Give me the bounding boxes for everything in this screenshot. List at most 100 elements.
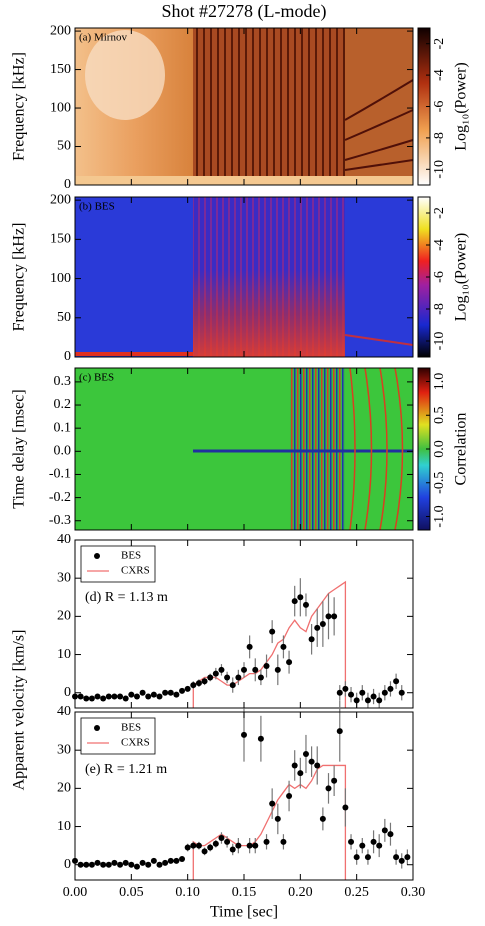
bes-point bbox=[252, 842, 259, 849]
bes-point bbox=[393, 854, 400, 861]
bes-point bbox=[156, 861, 163, 868]
y-tick-label: -0.3 bbox=[49, 513, 71, 528]
y-tick-label: 30 bbox=[57, 742, 71, 757]
bes-point bbox=[122, 695, 129, 702]
bes-point bbox=[342, 804, 349, 811]
bes-point bbox=[302, 601, 309, 608]
bes-point bbox=[336, 689, 343, 696]
bes-point bbox=[359, 842, 366, 849]
bes-point bbox=[348, 838, 355, 845]
bes-point bbox=[302, 751, 309, 757]
bes-point bbox=[128, 691, 135, 698]
y-tick-label: 0 bbox=[64, 349, 71, 364]
bes-point bbox=[235, 842, 242, 849]
bes-point bbox=[128, 861, 135, 868]
legend-box bbox=[80, 717, 156, 755]
colorbar-label: Correlation bbox=[453, 413, 470, 486]
colorbar-tick-label: -2 bbox=[432, 38, 447, 50]
colorbar-tick-label: -1.0 bbox=[432, 505, 447, 527]
bes-point bbox=[314, 762, 321, 769]
legend-label: CXRS bbox=[121, 737, 150, 749]
bes-point bbox=[286, 793, 293, 799]
y-tick-label: 0.2 bbox=[54, 397, 72, 412]
bes-point bbox=[156, 693, 163, 700]
bes-point bbox=[218, 835, 225, 841]
bes-point bbox=[218, 666, 225, 673]
bes-point bbox=[133, 693, 140, 700]
x-tick-label: 0.25 bbox=[344, 885, 369, 900]
bes-point bbox=[179, 856, 186, 862]
bes-point bbox=[370, 693, 377, 700]
cxrs-line bbox=[192, 764, 347, 880]
bes-point bbox=[145, 861, 152, 868]
bes-point bbox=[381, 689, 388, 696]
bes-point bbox=[184, 844, 191, 851]
colorbar-tick-label: -4 bbox=[432, 239, 447, 251]
cxrs-line bbox=[192, 580, 347, 708]
y-tick-label: 20 bbox=[57, 781, 71, 796]
y-tick-label: -0.1 bbox=[49, 467, 71, 482]
x-tick-label: 0.10 bbox=[175, 885, 200, 900]
bes-point bbox=[308, 758, 315, 765]
bes-point bbox=[100, 861, 107, 868]
y-tick-label: 0.0 bbox=[54, 444, 72, 459]
bes-point bbox=[364, 697, 371, 704]
colorbar-tick-label: -6 bbox=[432, 271, 447, 283]
colorbar-tick-label: -8 bbox=[432, 303, 447, 315]
bes-point bbox=[195, 680, 202, 687]
bes-point bbox=[291, 598, 298, 605]
x-tick-label: 0.05 bbox=[119, 885, 144, 900]
y-tick-label: 40 bbox=[57, 704, 71, 719]
y-tick-label: 150 bbox=[50, 232, 71, 247]
bes-point bbox=[77, 693, 84, 700]
bes-point bbox=[263, 838, 270, 845]
bes-point bbox=[331, 613, 338, 620]
bes-point bbox=[117, 693, 124, 700]
legend-label: BES bbox=[121, 550, 141, 562]
bes-point bbox=[325, 785, 332, 792]
bes-point bbox=[207, 674, 214, 681]
panel-label: (a) Mirnov bbox=[79, 32, 127, 44]
bes-point bbox=[336, 728, 343, 735]
bes-point bbox=[224, 838, 231, 845]
spectrogram-b bbox=[75, 197, 414, 357]
x-tick-label: 0.30 bbox=[401, 885, 426, 900]
spectrogram-c bbox=[75, 367, 413, 531]
bes-point bbox=[111, 859, 118, 866]
bes-point bbox=[280, 643, 287, 650]
y-tick-label: 150 bbox=[50, 62, 71, 77]
bes-point bbox=[100, 695, 107, 702]
colorbar-tick-label: -2 bbox=[432, 207, 447, 219]
bes-point bbox=[139, 689, 146, 696]
bes-point bbox=[150, 857, 157, 864]
panel-label: (c) BES bbox=[79, 372, 114, 384]
colorbar-tick-label: 0.0 bbox=[432, 440, 447, 458]
bes-point bbox=[370, 838, 377, 845]
bes-point bbox=[94, 859, 101, 866]
colorbar-tick-label: -8 bbox=[432, 132, 447, 144]
bes-point bbox=[257, 735, 264, 742]
annotation: (e) R = 1.21 m bbox=[85, 762, 167, 777]
bes-point bbox=[376, 697, 383, 704]
bes-point bbox=[111, 693, 118, 700]
legend-box bbox=[80, 545, 156, 583]
bes-point bbox=[404, 854, 411, 861]
colorbar-tick-label: -6 bbox=[432, 101, 447, 113]
bes-point bbox=[314, 624, 321, 631]
bes-point bbox=[291, 762, 298, 769]
bes-point bbox=[387, 831, 394, 838]
legend-marker bbox=[94, 553, 100, 559]
bes-point bbox=[398, 857, 405, 864]
bes-point bbox=[376, 842, 383, 849]
y-tick-label: 100 bbox=[50, 100, 71, 115]
bes-point bbox=[387, 685, 394, 692]
bes-point bbox=[229, 682, 236, 689]
y-axis-label: Frequency [kHz] bbox=[11, 223, 28, 332]
bes-point bbox=[274, 666, 281, 673]
bes-point bbox=[280, 838, 287, 845]
bes-point bbox=[162, 859, 169, 866]
y-tick-label: 50 bbox=[57, 139, 71, 154]
bes-point bbox=[342, 685, 349, 692]
bes-point bbox=[190, 842, 197, 849]
